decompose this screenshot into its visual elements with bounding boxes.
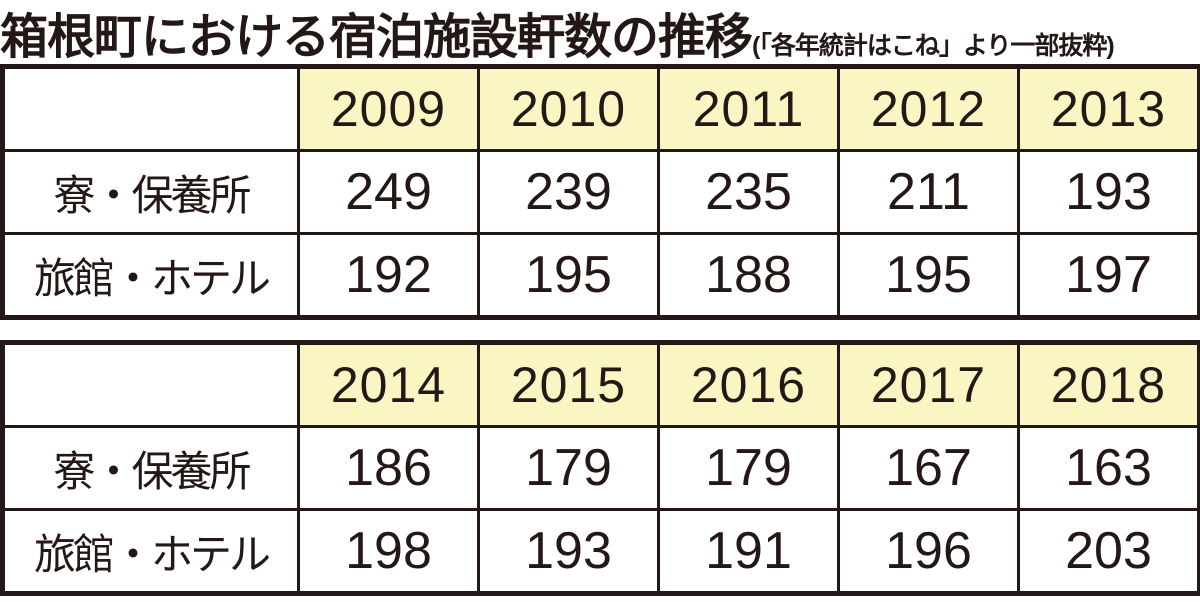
page-subtitle: (「各年統計はこね」より一部抜粋): [752, 32, 1115, 60]
year-header-cell: 2012: [837, 65, 1020, 152]
year-header-cell: 2009: [297, 65, 480, 152]
year-header-cell: 2013: [1017, 65, 1200, 152]
table-row-dormitories: 寮・保養所 186 179 179 167 163: [1, 425, 1200, 511]
value-cell: 249: [297, 149, 480, 235]
year-header-cell: 2015: [477, 341, 660, 428]
year-header-cell: 2016: [657, 341, 840, 428]
corner-cell: [1, 65, 300, 152]
corner-cell: [1, 341, 300, 428]
year-header-cell: 2011: [657, 65, 840, 152]
value-cell: 196: [837, 508, 1020, 595]
value-cell: 235: [657, 149, 840, 235]
value-cell: 193: [477, 508, 660, 595]
row-label-cell: 寮・保養所: [1, 425, 300, 511]
table-row-dormitories: 寮・保養所 249 239 235 211 193: [1, 149, 1200, 235]
year-header-cell: 2014: [297, 341, 480, 428]
value-cell: 239: [477, 149, 660, 235]
value-cell: 188: [657, 232, 840, 319]
table-gap: [0, 320, 1200, 337]
value-cell: 195: [837, 232, 1020, 319]
chart-title-bar: 箱根町における宿泊施設軒数の推移 (「各年統計はこね」より一部抜粋): [0, 0, 1200, 62]
row-label-cell: 旅館・ホテル: [1, 232, 300, 319]
value-cell: 186: [297, 425, 480, 511]
year-header-cell: 2017: [837, 341, 1020, 428]
year-header-cell: 2010: [477, 65, 660, 152]
table-header-row: 2009 2010 2011 2012 2013: [1, 65, 1200, 152]
table-row-hotels: 旅館・ホテル 192 195 188 195 197: [1, 232, 1200, 319]
value-cell: 195: [477, 232, 660, 319]
table-row-hotels: 旅館・ホテル 198 193 191 196 203: [1, 508, 1200, 595]
table-2009-2013: 2009 2010 2011 2012 2013 寮・保養所 249 239 2…: [0, 64, 1200, 320]
value-cell: 197: [1017, 232, 1200, 319]
table-2014-2018: 2014 2015 2016 2017 2018 寮・保養所 186 179 1…: [0, 340, 1200, 596]
value-cell: 163: [1017, 425, 1200, 511]
value-cell: 179: [477, 425, 660, 511]
value-cell: 167: [837, 425, 1020, 511]
table-header-row: 2014 2015 2016 2017 2018: [1, 341, 1200, 428]
row-label-cell: 旅館・ホテル: [1, 508, 300, 595]
value-cell: 192: [297, 232, 480, 319]
value-cell: 193: [1017, 149, 1200, 235]
value-cell: 198: [297, 508, 480, 595]
value-cell: 203: [1017, 508, 1200, 595]
value-cell: 191: [657, 508, 840, 595]
value-cell: 179: [657, 425, 840, 511]
page-title: 箱根町における宿泊施設軒数の推移: [0, 11, 753, 62]
year-header-cell: 2018: [1017, 341, 1200, 428]
value-cell: 211: [837, 149, 1020, 235]
row-label-cell: 寮・保養所: [1, 149, 300, 235]
